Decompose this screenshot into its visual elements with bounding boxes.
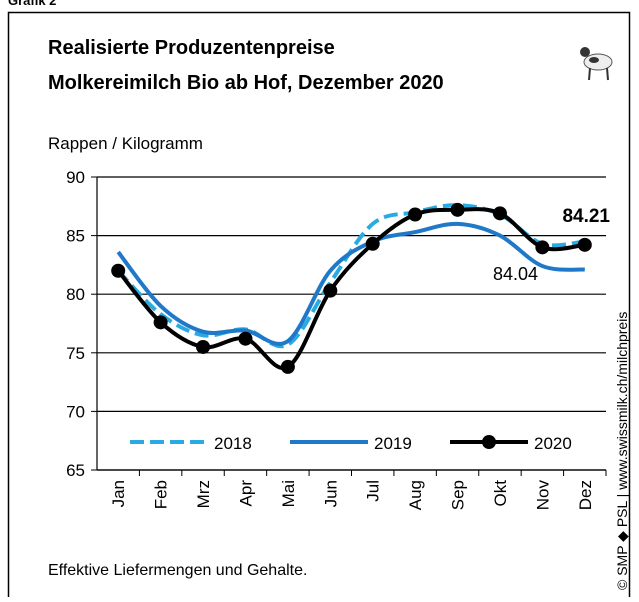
annotation: 84.04 bbox=[493, 264, 538, 284]
footnote: Effektive Liefermengen und Gehalte. bbox=[48, 562, 307, 579]
marker bbox=[153, 315, 168, 330]
x-tick-label: Jun bbox=[321, 480, 340, 507]
legend-label: 2020 bbox=[534, 434, 572, 453]
y-tick-label: 90 bbox=[66, 168, 85, 187]
x-tick-label: Jan bbox=[109, 480, 128, 507]
x-tick-label: Sep bbox=[449, 480, 468, 510]
y-tick-label: 85 bbox=[66, 227, 85, 246]
marker bbox=[238, 331, 253, 346]
series-line bbox=[116, 221, 585, 346]
legend-marker bbox=[482, 435, 496, 449]
marker bbox=[408, 207, 423, 222]
legend-label: 2019 bbox=[374, 434, 412, 453]
x-tick-label: Nov bbox=[533, 480, 552, 511]
marker bbox=[196, 339, 211, 354]
x-tick-label: Dez bbox=[576, 480, 595, 510]
y-tick-label: 80 bbox=[66, 285, 85, 304]
y-tick-label: 70 bbox=[66, 402, 85, 421]
frame bbox=[7, 11, 631, 602]
y-tick-label: 65 bbox=[66, 461, 85, 480]
marker bbox=[280, 359, 295, 374]
marker bbox=[577, 237, 592, 252]
annotation: 84.21 bbox=[562, 206, 610, 227]
series-line bbox=[116, 207, 586, 371]
cow-icon bbox=[580, 47, 613, 81]
marker bbox=[365, 236, 380, 251]
x-tick-label: Jul bbox=[364, 480, 383, 502]
x-tick-label: Mrz bbox=[194, 480, 213, 508]
marker bbox=[111, 263, 126, 278]
marker bbox=[492, 206, 507, 221]
y-tick-label: 75 bbox=[66, 344, 85, 363]
x-tick-label: Aug bbox=[406, 480, 425, 510]
chart-title: Realisierte Produzentenpreise bbox=[48, 37, 335, 59]
x-tick-label: Okt bbox=[491, 480, 510, 507]
source: © SMP ◆ PSL | www.swissmilk.ch/milchprei… bbox=[614, 312, 630, 590]
legend-label: 2018 bbox=[214, 434, 252, 453]
x-tick-label: Mai bbox=[279, 480, 298, 507]
x-tick-label: Apr bbox=[236, 480, 255, 507]
header: Grafik 2 bbox=[8, 0, 56, 8]
marker bbox=[535, 240, 550, 255]
marker bbox=[450, 202, 465, 217]
chart-subtitle: Molkereimilch Bio ab Hof, Dezember 2020 bbox=[48, 72, 444, 94]
marker bbox=[323, 283, 338, 298]
y-axis-label: Rappen / Kilogramm bbox=[48, 134, 203, 153]
x-tick-label: Feb bbox=[152, 480, 171, 509]
